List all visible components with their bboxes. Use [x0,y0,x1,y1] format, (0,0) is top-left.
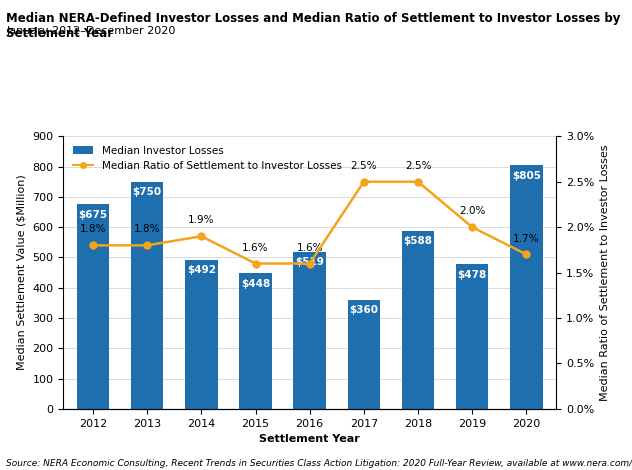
Text: 2.5%: 2.5% [404,161,431,171]
Text: 2.0%: 2.0% [459,206,485,216]
Bar [185,260,217,409]
Text: $675: $675 [78,210,107,220]
Y-axis label: Median Ratio of Settlement to Investor Losses: Median Ratio of Settlement to Investor L… [600,144,610,401]
Text: $750: $750 [133,187,162,197]
Median Ratio of Settlement to Investor Losses [523,251,530,257]
Median Ratio of Settlement to Investor Losses [198,234,205,239]
Text: 1.9%: 1.9% [188,215,215,225]
Text: 1.8%: 1.8% [80,225,106,235]
Bar [456,264,489,409]
Median Ratio of Settlement to Investor Losses [414,179,422,185]
Bar [510,165,543,409]
Text: 2.5%: 2.5% [351,161,377,171]
Text: 1.6%: 1.6% [296,243,323,252]
Text: 1.8%: 1.8% [134,225,161,235]
Text: $360: $360 [349,306,379,315]
Median Ratio of Settlement to Investor Losses [143,243,151,248]
Bar [76,204,109,409]
Y-axis label: Median Settlement Value ($Million): Median Settlement Value ($Million) [17,175,27,370]
X-axis label: Settlement Year: Settlement Year [259,434,360,444]
Text: Source: NERA Economic Consulting, Recent Trends in Securities Class Action Litig: Source: NERA Economic Consulting, Recent… [6,459,632,468]
Bar [131,182,164,409]
Text: $805: $805 [512,171,541,180]
Text: $519: $519 [295,257,324,267]
Text: $588: $588 [403,236,432,246]
Text: $448: $448 [241,279,270,289]
Text: $492: $492 [187,266,216,275]
Legend: Median Investor Losses, Median Ratio of Settlement to Investor Losses: Median Investor Losses, Median Ratio of … [68,141,346,175]
Median Ratio of Settlement to Investor Losses [468,224,476,230]
Median Ratio of Settlement to Investor Losses [360,179,368,185]
Text: January 2012–December 2020: January 2012–December 2020 [6,26,176,36]
Text: $478: $478 [458,270,487,280]
Text: Median NERA-Defined Investor Losses and Median Ratio of Settlement to Investor L: Median NERA-Defined Investor Losses and … [6,12,621,40]
Median Ratio of Settlement to Investor Losses [306,261,313,266]
Median Ratio of Settlement to Investor Losses [252,261,259,266]
Median Ratio of Settlement to Investor Losses [89,243,97,248]
Bar [293,252,326,409]
Bar [348,300,380,409]
Text: 1.7%: 1.7% [513,234,540,243]
Bar [402,231,434,409]
Bar [240,273,272,409]
Text: 1.6%: 1.6% [242,243,269,252]
Line: Median Ratio of Settlement to Investor Losses: Median Ratio of Settlement to Investor L… [90,178,530,267]
